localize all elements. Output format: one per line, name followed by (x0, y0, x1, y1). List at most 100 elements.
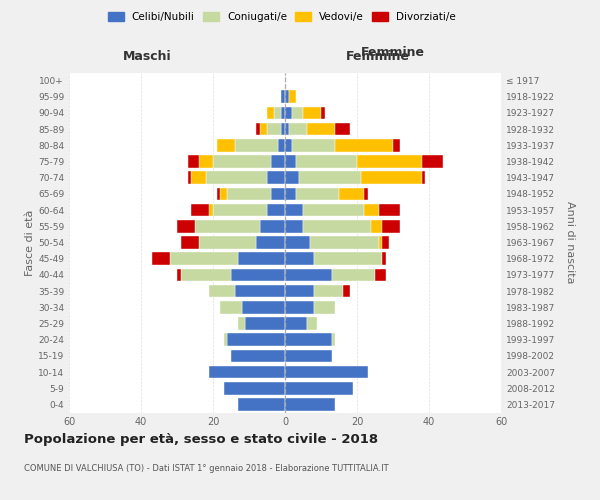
Bar (281, 106, 285, 120)
Bar (422, 172, 425, 184)
Bar (188, 172, 191, 184)
Bar (285, 236, 310, 249)
Bar (267, 204, 285, 216)
Bar (307, 123, 335, 136)
Bar (364, 188, 368, 200)
Bar (152, 252, 170, 265)
Bar (181, 236, 199, 249)
Bar (267, 123, 281, 136)
Bar (382, 236, 389, 249)
Bar (321, 106, 325, 120)
Bar (307, 317, 317, 330)
Bar (231, 268, 285, 281)
Bar (296, 155, 357, 168)
Bar (314, 301, 335, 314)
Bar (303, 204, 364, 216)
Bar (339, 188, 364, 200)
Bar (285, 90, 289, 103)
Bar (267, 172, 285, 184)
Bar (271, 188, 285, 200)
Bar (335, 123, 350, 136)
Bar (357, 155, 422, 168)
Bar (256, 123, 260, 136)
Bar (303, 106, 321, 120)
Bar (285, 285, 314, 298)
Bar (220, 301, 242, 314)
Bar (271, 155, 285, 168)
Bar (209, 285, 235, 298)
Bar (177, 268, 181, 281)
Bar (213, 204, 267, 216)
Bar (292, 139, 335, 151)
Bar (296, 188, 339, 200)
Bar (285, 268, 332, 281)
Bar (285, 106, 292, 120)
Bar (188, 155, 199, 168)
Bar (242, 301, 285, 314)
Bar (281, 90, 285, 103)
Bar (285, 123, 289, 136)
Bar (235, 139, 278, 151)
Bar (292, 106, 303, 120)
Bar (238, 398, 285, 410)
Bar (220, 188, 227, 200)
Legend: Celibi/Nubili, Coniugati/e, Vedovi/e, Divorziati/e: Celibi/Nubili, Coniugati/e, Vedovi/e, Di… (104, 8, 460, 26)
Bar (332, 268, 375, 281)
Bar (382, 220, 400, 232)
Bar (314, 252, 382, 265)
Bar (231, 350, 285, 362)
Bar (238, 252, 285, 265)
Bar (227, 334, 285, 346)
Bar (281, 123, 285, 136)
Bar (289, 90, 296, 103)
Bar (393, 139, 400, 151)
Bar (195, 220, 260, 232)
Bar (209, 204, 213, 216)
Bar (375, 268, 386, 281)
Bar (227, 188, 271, 200)
Text: COMUNE DI VALCHIUSA (TO) - Dati ISTAT 1° gennaio 2018 - Elaborazione TUTTITALIA.: COMUNE DI VALCHIUSA (TO) - Dati ISTAT 1°… (24, 464, 389, 473)
Bar (310, 236, 379, 249)
Bar (206, 172, 267, 184)
Bar (343, 285, 350, 298)
Bar (285, 382, 353, 394)
Bar (285, 252, 314, 265)
Bar (382, 252, 386, 265)
Bar (285, 350, 332, 362)
Bar (379, 204, 400, 216)
Bar (285, 204, 303, 216)
Bar (238, 317, 245, 330)
Bar (278, 139, 285, 151)
Bar (314, 285, 343, 298)
Bar (285, 172, 299, 184)
Bar (289, 123, 307, 136)
Bar (285, 366, 368, 378)
Bar (199, 155, 213, 168)
Bar (191, 172, 206, 184)
Bar (335, 139, 393, 151)
Bar (285, 155, 296, 168)
Bar (285, 398, 335, 410)
Text: Femmine: Femmine (361, 46, 425, 59)
Bar (364, 204, 379, 216)
Bar (191, 204, 209, 216)
Text: Femmine: Femmine (346, 50, 410, 62)
Bar (170, 252, 238, 265)
Bar (379, 236, 382, 249)
Bar (285, 188, 296, 200)
Bar (267, 106, 274, 120)
Bar (274, 106, 281, 120)
Bar (213, 155, 271, 168)
Bar (285, 301, 314, 314)
Bar (224, 382, 285, 394)
Text: Maschi: Maschi (122, 50, 172, 62)
Bar (285, 334, 332, 346)
Bar (209, 366, 285, 378)
Bar (332, 334, 335, 346)
Bar (256, 236, 285, 249)
Bar (217, 139, 235, 151)
Bar (235, 285, 285, 298)
Y-axis label: Anni di nascita: Anni di nascita (565, 201, 575, 283)
Bar (224, 334, 227, 346)
Bar (181, 268, 231, 281)
